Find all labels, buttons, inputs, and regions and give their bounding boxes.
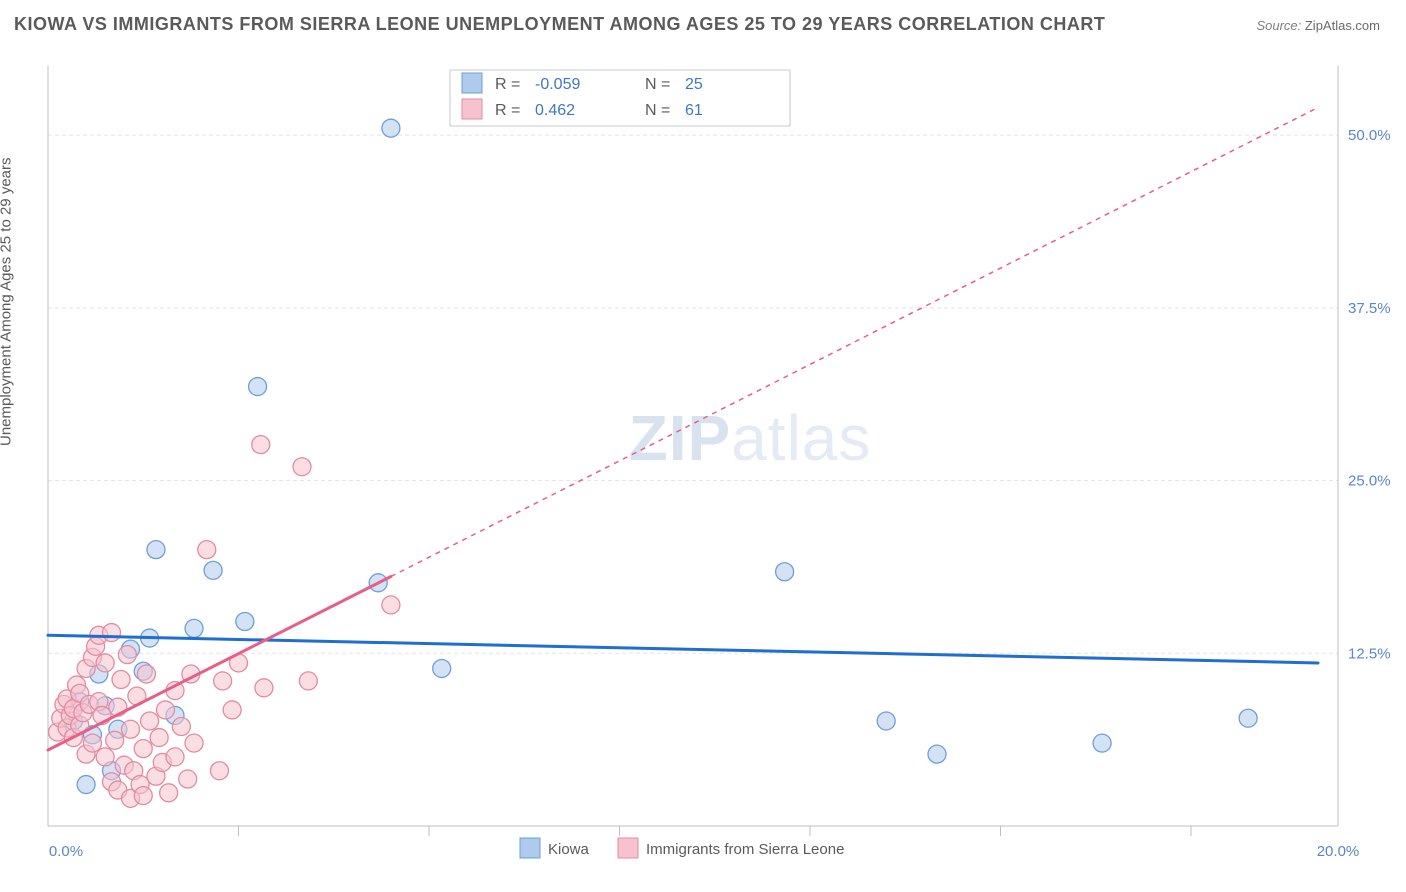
legend-bottom-label: Immigrants from Sierra Leone xyxy=(646,841,844,858)
legend-n-label: N = xyxy=(645,76,670,93)
data-point-a xyxy=(249,378,267,396)
data-point-a xyxy=(382,119,400,137)
legend-n-value: 25 xyxy=(685,76,703,93)
data-point-b xyxy=(255,679,273,697)
data-point-b xyxy=(118,646,136,664)
data-point-b xyxy=(141,712,159,730)
data-point-b xyxy=(122,720,140,738)
legend-r-label: R = xyxy=(495,102,520,119)
data-point-b xyxy=(106,731,124,749)
data-point-b xyxy=(214,672,232,690)
data-point-b xyxy=(96,654,114,672)
data-point-a xyxy=(776,563,794,581)
legend-r-value: 0.462 xyxy=(535,102,575,119)
data-point-b xyxy=(137,665,155,683)
data-point-a xyxy=(77,776,95,794)
y-tick-label: 25.0% xyxy=(1348,473,1391,490)
data-point-b xyxy=(156,701,174,719)
data-point-b xyxy=(134,740,152,758)
data-point-a xyxy=(204,561,222,579)
data-point-a xyxy=(433,659,451,677)
data-point-a xyxy=(928,745,946,763)
data-point-a xyxy=(236,612,254,630)
data-point-b xyxy=(103,624,121,642)
legend-bottom-swatch xyxy=(618,838,638,858)
trendline-extrapolated-b xyxy=(391,107,1318,576)
data-point-b xyxy=(112,671,130,689)
legend-bottom-swatch xyxy=(520,838,540,858)
x-min-label: 0.0% xyxy=(49,843,83,860)
data-point-b xyxy=(150,729,168,747)
correlation-chart: 12.5% 25.0% 37.5% 50.0% ZIPatlas 0.0% 20.0% R =… xyxy=(0,0,1406,892)
data-point-b xyxy=(293,458,311,476)
data-point-b xyxy=(179,770,197,788)
data-point-a xyxy=(185,619,203,637)
data-point-b xyxy=(185,734,203,752)
data-point-b xyxy=(299,672,317,690)
legend-bottom-label: Kiowa xyxy=(548,841,590,858)
legend-swatch xyxy=(462,99,482,119)
legend-n-label: N = xyxy=(645,102,670,119)
data-point-b xyxy=(198,541,216,559)
legend-r-value: -0.059 xyxy=(535,76,580,93)
legend-r-label: R = xyxy=(495,76,520,93)
data-point-b xyxy=(223,701,241,719)
legend-swatch xyxy=(462,73,482,93)
x-max-label: 20.0% xyxy=(1317,843,1360,860)
data-point-b xyxy=(210,762,228,780)
data-point-a xyxy=(1093,734,1111,752)
data-point-b xyxy=(160,784,178,802)
data-point-b xyxy=(172,718,190,736)
legend-n-value: 61 xyxy=(685,102,703,119)
data-point-b xyxy=(382,596,400,614)
data-point-b xyxy=(166,748,184,766)
data-point-a xyxy=(877,712,895,730)
y-tick-label: 12.5% xyxy=(1348,645,1391,662)
watermark: ZIPatlas xyxy=(629,402,872,474)
data-point-a xyxy=(1239,709,1257,727)
y-tick-label: 50.0% xyxy=(1348,127,1391,144)
y-tick-label: 37.5% xyxy=(1348,300,1391,317)
data-point-b xyxy=(83,734,101,752)
data-point-a xyxy=(147,541,165,559)
data-point-b xyxy=(252,436,270,454)
data-point-b xyxy=(134,787,152,805)
data-point-b xyxy=(96,748,114,766)
